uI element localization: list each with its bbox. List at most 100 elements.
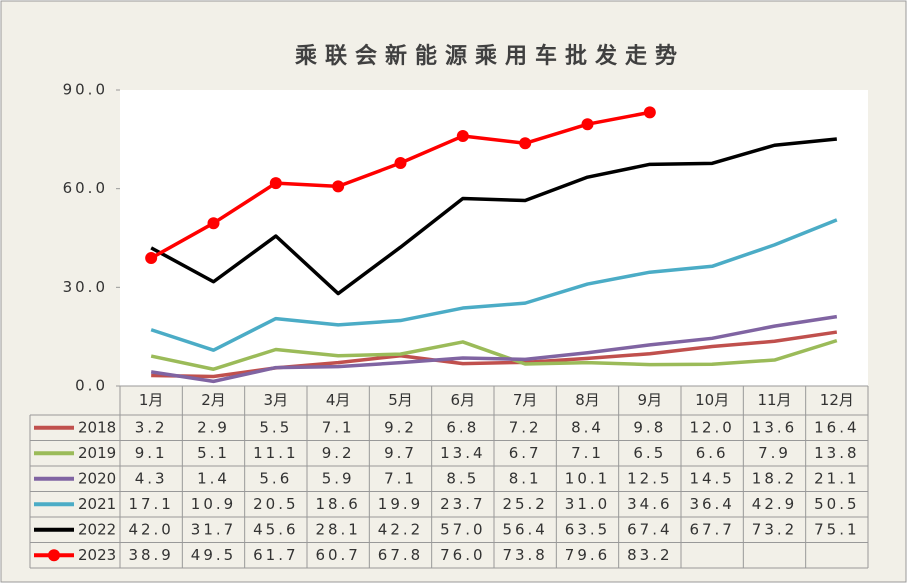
y-tick-label: 0.0 — [75, 377, 108, 395]
marker — [581, 118, 594, 131]
table-cell: 73.8 — [502, 546, 547, 564]
legend-label: 2023 — [78, 546, 116, 564]
marker — [332, 180, 345, 193]
table-cell: 57.0 — [440, 520, 485, 538]
table-cell: 13.4 — [440, 444, 485, 462]
table-cell: 9.8 — [633, 418, 666, 436]
x-tick-label: 12月 — [820, 391, 854, 409]
table-cell: 5.6 — [259, 469, 292, 487]
table-cell: 3.2 — [135, 418, 168, 436]
x-tick-label: 7月 — [513, 391, 538, 409]
table-cell: 7.9 — [758, 444, 791, 462]
legend-marker — [48, 549, 60, 562]
series-line — [150, 314, 838, 384]
table-cell: 8.5 — [446, 469, 479, 487]
table-cell: 42.2 — [378, 520, 423, 538]
table-cell: 76.0 — [440, 546, 485, 564]
table-cell: 23.7 — [440, 495, 485, 513]
table-cell: 60.7 — [315, 546, 360, 564]
marker — [145, 252, 158, 265]
table-cell: 31.0 — [565, 495, 610, 513]
legend-label: 2020 — [78, 469, 116, 487]
table-cell: 14.5 — [689, 469, 734, 487]
table-cell: 8.4 — [571, 418, 604, 436]
series-line — [150, 218, 838, 352]
marker — [456, 130, 469, 143]
table-cell: 42.0 — [128, 520, 173, 538]
table-cell: 5.5 — [259, 418, 292, 436]
table-cell: 36.4 — [689, 495, 734, 513]
marker — [207, 217, 220, 230]
table-cell: 6.5 — [633, 444, 666, 462]
table-cell: 73.2 — [752, 520, 797, 538]
legend-label: 2019 — [78, 444, 116, 462]
table-cell: 20.5 — [253, 495, 298, 513]
table-cell: 12.0 — [689, 418, 734, 436]
table-cell: 63.5 — [565, 520, 610, 538]
table-cell: 56.4 — [502, 520, 547, 538]
table-cell: 11.1 — [253, 444, 298, 462]
table-cell: 18.6 — [315, 495, 360, 513]
table-cell: 9.7 — [384, 444, 417, 462]
table-cell: 9.2 — [384, 418, 417, 436]
table-cell: 6.7 — [509, 444, 542, 462]
table-cell: 5.1 — [197, 444, 230, 462]
table-cell: 8.1 — [509, 469, 542, 487]
x-tick-label: 5月 — [388, 391, 413, 409]
y-tick-label: 60.0 — [63, 179, 108, 197]
table-cell: 67.8 — [378, 546, 423, 564]
table-cell: 9.2 — [322, 444, 355, 462]
table-cell: 28.1 — [315, 520, 360, 538]
table-cell: 13.8 — [814, 444, 859, 462]
table-cell: 75.1 — [814, 520, 859, 538]
table-cell: 45.6 — [253, 520, 298, 538]
marker — [269, 177, 282, 190]
table-cell: 83.2 — [627, 546, 672, 564]
x-tick-label: 2月 — [201, 391, 226, 409]
marker — [394, 157, 407, 170]
x-tick-label: 3月 — [264, 391, 289, 409]
table-cell: 10.1 — [565, 469, 610, 487]
x-tick-label: 4月 — [326, 391, 351, 409]
legend-label: 2018 — [78, 418, 116, 436]
table-cell: 6.8 — [446, 418, 479, 436]
x-tick-label: 8月 — [575, 391, 600, 409]
table-cell: 1.4 — [197, 469, 230, 487]
table-cell: 7.1 — [384, 469, 417, 487]
table-cell: 12.5 — [627, 469, 672, 487]
table-cell: 10.9 — [191, 495, 236, 513]
table-cell: 25.2 — [502, 495, 547, 513]
table-cell: 67.7 — [689, 520, 734, 538]
table-cell: 42.9 — [752, 495, 797, 513]
table-cell: 18.2 — [752, 469, 797, 487]
legend-label: 2022 — [78, 520, 116, 538]
table-cell: 7.2 — [509, 418, 542, 436]
x-tick-label: 6月 — [451, 391, 476, 409]
table-cell: 9.1 — [135, 444, 168, 462]
table-cell: 4.3 — [135, 469, 168, 487]
y-tick-label: 30.0 — [63, 278, 108, 296]
table-cell: 31.7 — [191, 520, 236, 538]
table-cell: 6.6 — [696, 444, 729, 462]
x-tick-label: 10月 — [695, 391, 729, 409]
legend-label: 2021 — [78, 495, 116, 513]
table-cell: 21.1 — [814, 469, 859, 487]
table-cell: 34.6 — [627, 495, 672, 513]
marker — [519, 137, 532, 150]
table-cell: 5.9 — [322, 469, 355, 487]
x-tick-label: 9月 — [638, 391, 663, 409]
table-cell: 7.1 — [571, 444, 604, 462]
table-cell: 17.1 — [128, 495, 173, 513]
table-cell: 38.9 — [128, 546, 173, 564]
table-cell: 61.7 — [253, 546, 298, 564]
table-cell: 7.1 — [322, 418, 355, 436]
table-cell: 16.4 — [814, 418, 859, 436]
table-cell: 49.5 — [191, 546, 236, 564]
series-line — [150, 137, 838, 296]
table-cell: 50.5 — [814, 495, 859, 513]
x-tick-label: 11月 — [757, 391, 791, 409]
chart-title: 乘联会新能源乘用车批发走势 — [294, 43, 685, 69]
marker — [643, 106, 656, 119]
table-cell: 2.9 — [197, 418, 230, 436]
